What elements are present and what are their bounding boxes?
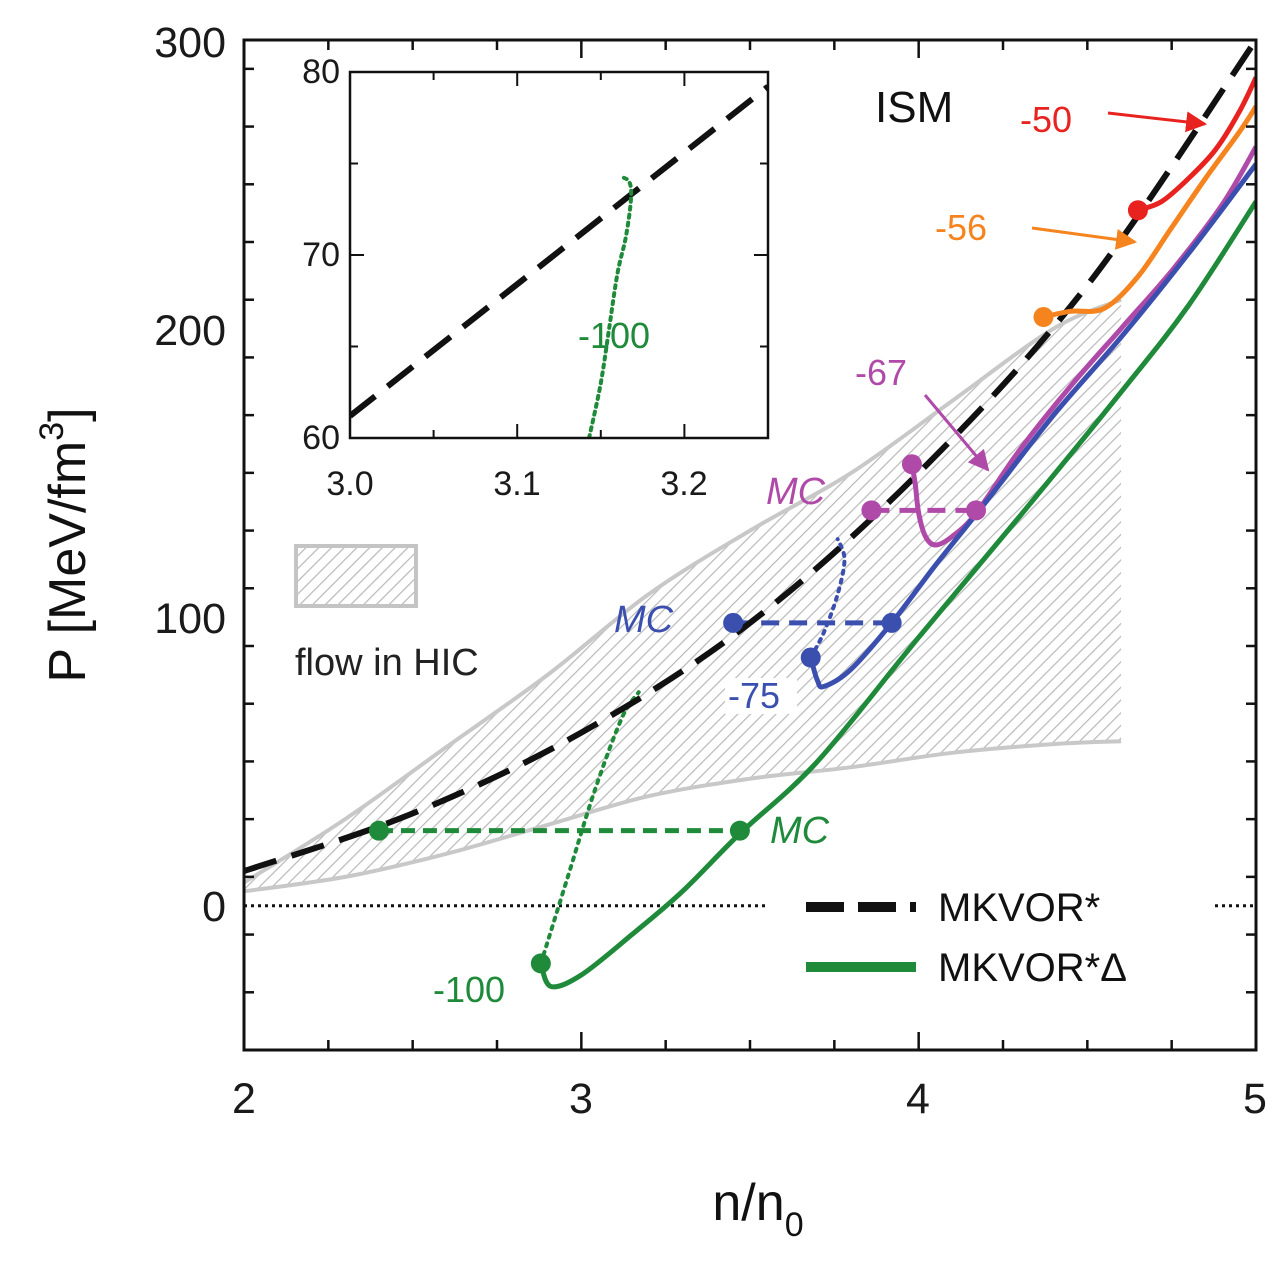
x-axis-title: n/n0: [712, 1174, 803, 1244]
x-tick-label: 5: [1243, 1075, 1267, 1123]
x-tick-label: 3: [569, 1075, 593, 1123]
mc-label-blue: MC: [614, 599, 674, 641]
series-start-point-minus50: [1127, 200, 1148, 221]
mc-point-end-2: [966, 500, 987, 521]
series-line-minus50: [1137, 76, 1256, 213]
arrow-minus-67: [923, 394, 990, 472]
inset-green-branch: [587, 174, 634, 438]
flow-band: [244, 297, 1122, 894]
x-tick-label: 4: [906, 1075, 930, 1123]
y-axis-title-end: ]: [39, 407, 97, 421]
label-minus-75-bg: [725, 678, 797, 714]
inset-x-tick-label: 3.0: [326, 465, 373, 503]
mc-point-end-1: [881, 612, 902, 633]
flow-band-area: [244, 299, 1122, 892]
inset-curves: [350, 84, 768, 438]
series-lines: [244, 40, 1256, 990]
inset-x-tick-label: 3.1: [493, 465, 540, 503]
series-line-minus56: [1042, 105, 1256, 320]
inset-curve-label: -100: [578, 315, 650, 356]
legend-label-mkvor-delta: MKVOR*Δ: [938, 946, 1127, 990]
series-start-point-minus100: [530, 953, 551, 974]
arrow-minus-50: [1107, 111, 1208, 133]
x-axis-title-sub: 0: [785, 1206, 804, 1244]
label-minus-67: -67: [855, 352, 907, 393]
series-start-point-minus67: [901, 454, 922, 475]
maxwell-constructions: [378, 507, 977, 834]
series-start-point-minus75: [800, 647, 821, 668]
mc-label-purple: MC: [766, 471, 826, 513]
inset-x-tick-label: 3.2: [660, 465, 707, 503]
mc-point-start-0: [368, 820, 389, 841]
legend-label-mkvor: MKVOR*: [938, 886, 1100, 930]
x-axis-title-main: n/n: [712, 1174, 784, 1232]
mc-label-green: MC: [770, 810, 830, 852]
inset-y-tick-label: 80: [302, 53, 340, 91]
flow-band-upper-edge: [244, 297, 1122, 885]
series-line-minus100: [538, 200, 1256, 990]
series-line-minus75: [808, 162, 1256, 690]
inset-y-tick-label: 60: [302, 419, 340, 457]
label-minus-100: -100: [433, 969, 505, 1010]
y-tick-label: 300: [154, 19, 226, 67]
ism-label: ISM: [875, 83, 953, 132]
y-axis-title: P [MeV/fm3]: [33, 407, 97, 682]
label-minus-50: -50: [1020, 99, 1072, 140]
series-start-point-minus56: [1033, 307, 1054, 328]
series-markers: [368, 200, 1148, 974]
label-minus-75: -75: [728, 675, 780, 716]
series-line-mkvor: [244, 40, 1256, 874]
inset-ticks: [349, 71, 769, 439]
flow-legend-swatch: [294, 544, 418, 608]
y-tick-label: 100: [154, 595, 226, 643]
arrow-minus-56: [1031, 226, 1138, 250]
mc-point-end-0: [729, 820, 750, 841]
mc-point-start-2: [861, 500, 882, 521]
axis-ticks: [242, 40, 1258, 1052]
inset-mkvor-line: [350, 84, 768, 419]
unstable-branch-0: [538, 690, 641, 966]
flow-legend-label: flow in HIC: [295, 642, 479, 684]
y-tick-label: 0: [202, 883, 226, 931]
label-minus-56: -56: [935, 207, 987, 248]
flow-band-lower-edge: [244, 739, 1122, 894]
inset-y-tick-label: 70: [302, 236, 340, 274]
x-tick-label: 2: [232, 1075, 256, 1123]
mc-point-start-1: [723, 612, 744, 633]
y-tick-label: 200: [154, 307, 226, 355]
y-axis-title-sup: 3: [33, 422, 71, 441]
y-axis-title-main: P [MeV/fm: [39, 441, 97, 683]
unstable-branch-1: [808, 537, 847, 660]
